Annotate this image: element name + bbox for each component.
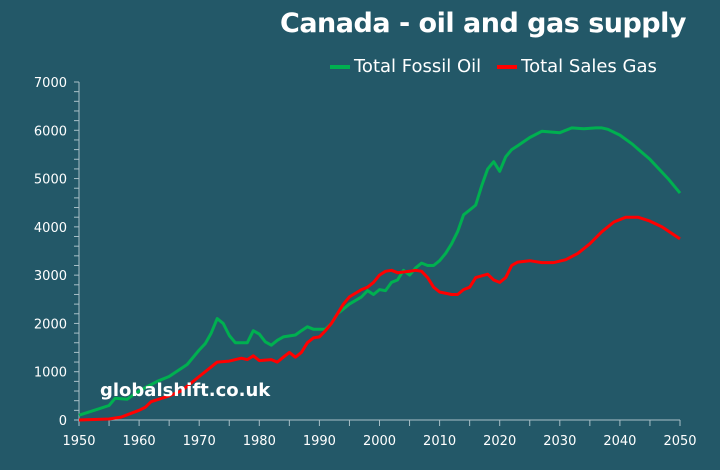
x-tick-label: 2050: [663, 434, 696, 449]
legend-item-gas: Total Sales Gas: [497, 56, 657, 77]
chart-title: Canada - oil and gas supply: [280, 8, 686, 39]
x-tick-label: 1950: [62, 434, 95, 449]
y-tick-label: 4000: [34, 221, 67, 236]
series-line-oil: [78, 126, 682, 417]
y-tick-label: 5000: [34, 173, 67, 188]
x-tick-label: 1960: [123, 434, 156, 449]
x-tick-label: 1980: [243, 434, 276, 449]
y-tick-label: 6000: [34, 124, 67, 139]
legend-item-oil: Total Fossil Oil: [330, 56, 481, 77]
x-tick-label: 2020: [483, 434, 516, 449]
series-line-gas: [78, 215, 681, 422]
x-tick-label: 1990: [303, 434, 336, 449]
x-tick-label: 2040: [603, 434, 636, 449]
y-tick-label: 7000: [34, 76, 67, 91]
y-tick-label: 3000: [34, 269, 67, 284]
y-tick-label: 0: [59, 414, 67, 429]
x-tick-label: 2010: [423, 434, 456, 449]
x-tick-label: 1970: [183, 434, 216, 449]
legend: Total Fossil Oil Total Sales Gas: [330, 56, 657, 77]
watermark: globalshift.co.uk: [100, 380, 271, 401]
legend-swatch-oil: [330, 64, 350, 69]
legend-label-oil: Total Fossil Oil: [354, 56, 482, 77]
y-tick-label: 2000: [34, 317, 67, 332]
y-tick-label: 1000: [34, 366, 67, 381]
legend-swatch-gas: [497, 64, 518, 69]
legend-label-gas: Total Sales Gas: [521, 56, 657, 77]
x-tick-label: 2000: [363, 434, 396, 449]
x-tick-label: 2030: [543, 434, 576, 449]
